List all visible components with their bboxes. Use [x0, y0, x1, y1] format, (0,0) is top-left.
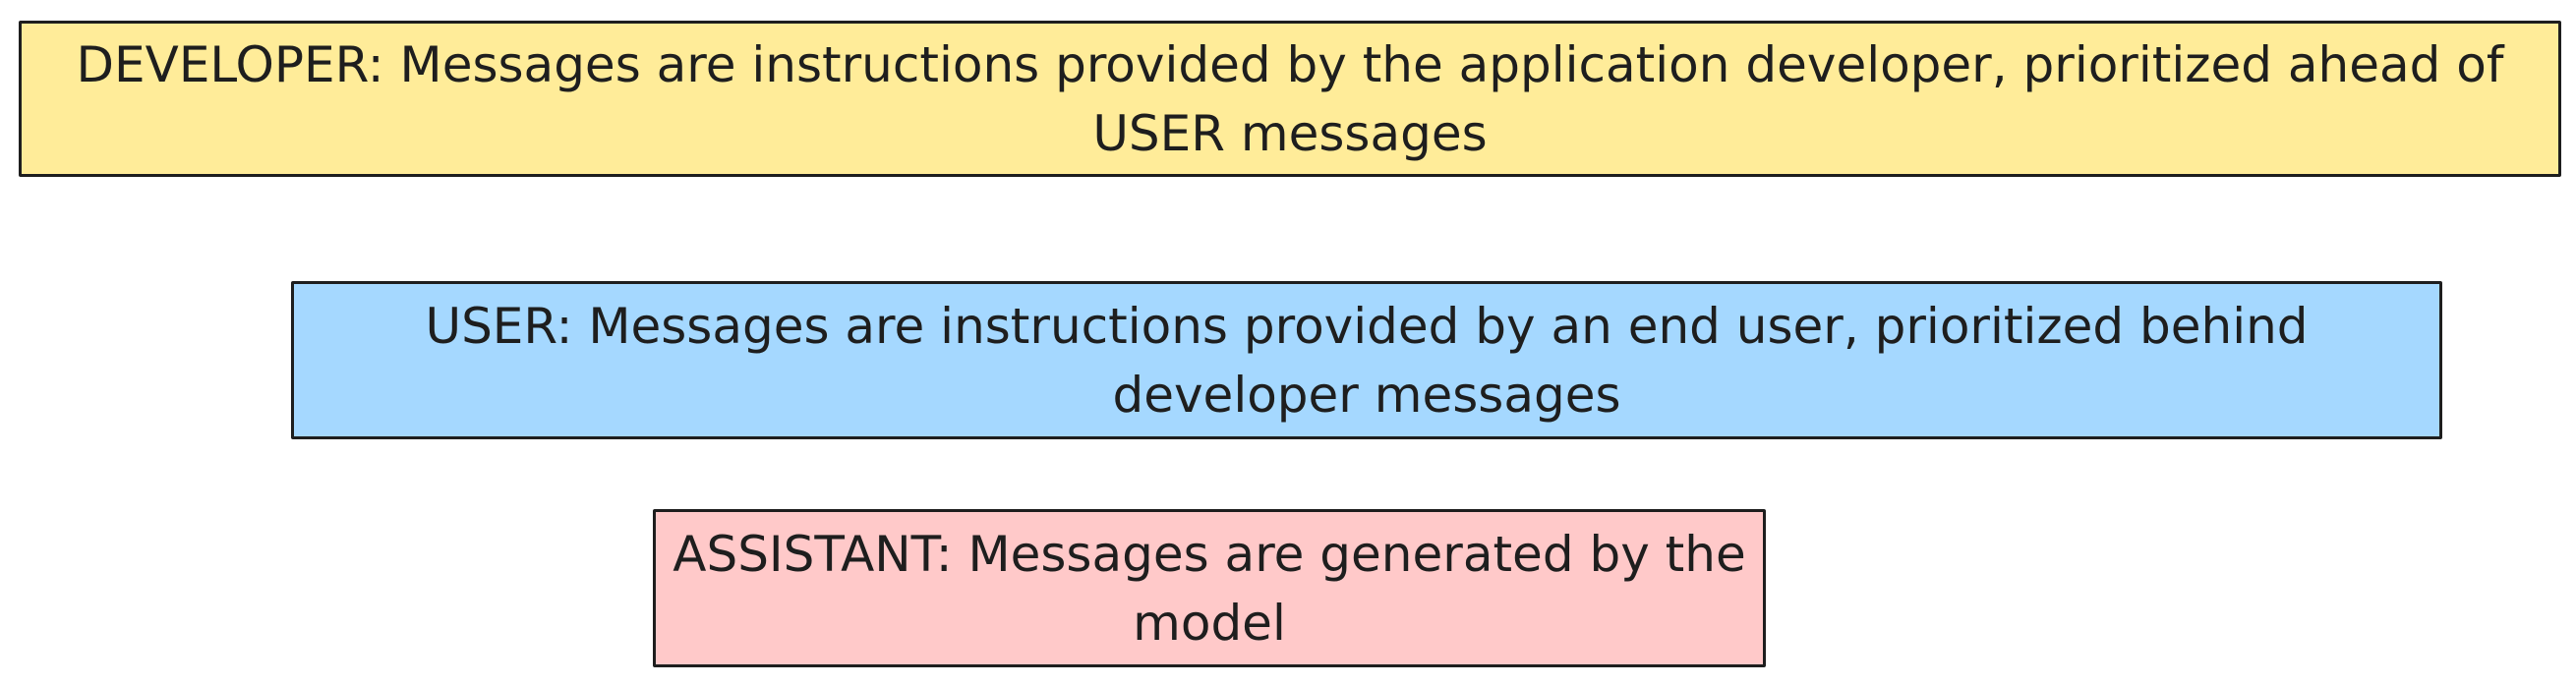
developer-message-box: DEVELOPER: Messages are instructions pro…: [19, 21, 2561, 177]
developer-message-text: DEVELOPER: Messages are instructions pro…: [76, 35, 2504, 162]
user-message-text: USER: Messages are instructions provided…: [425, 297, 2309, 424]
user-message-box: USER: Messages are instructions provided…: [291, 281, 2442, 439]
assistant-message-text: ASSISTANT: Messages are generated by the…: [673, 525, 1746, 652]
assistant-message-box: ASSISTANT: Messages are generated by the…: [653, 509, 1766, 667]
